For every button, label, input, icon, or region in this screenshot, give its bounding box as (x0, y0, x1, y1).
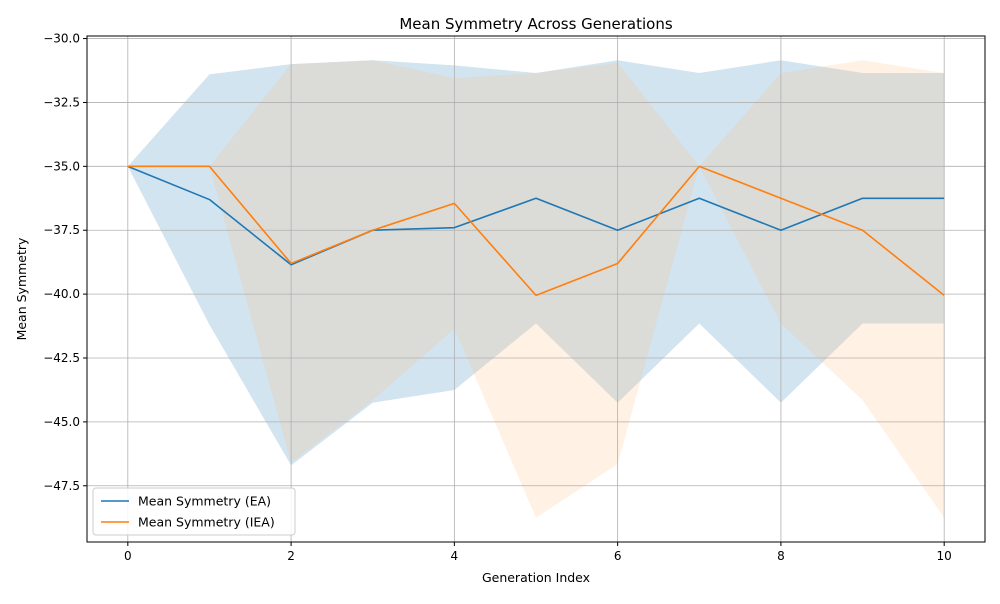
y-tick-label-1: −32.5 (43, 95, 80, 109)
x-tick-label-5: 10 (937, 549, 952, 563)
band-series-1 (127, 60, 945, 518)
x-tick-label-3: 6 (614, 549, 622, 563)
x-tick-label-1: 2 (287, 549, 295, 563)
y-axis-label: Mean Symmetry (14, 237, 29, 340)
legend-box (92, 487, 296, 536)
y-tick-label-6: −45.0 (43, 415, 80, 429)
x-tick-label-0: 0 (124, 549, 132, 563)
y-tick-label-7: −47.5 (43, 479, 80, 493)
chart-title: Mean Symmetry Across Generations (399, 15, 673, 33)
band-series-0 (127, 60, 945, 466)
legend-label-1: Mean Symmetry (IEA) (138, 515, 275, 530)
grid-lines (87, 36, 985, 542)
y-tick-label-5: −42.5 (43, 351, 80, 365)
line-series-0 (127, 165, 945, 266)
y-tick-label-3: −37.5 (43, 223, 80, 237)
y-tick-label-2: −35.0 (43, 159, 80, 173)
legend-label-0: Mean Symmetry (EA) (138, 494, 271, 509)
x-tick-label-4: 8 (777, 549, 785, 563)
y-tick-label-0: −30.0 (43, 32, 80, 46)
confidence-bands (127, 60, 945, 518)
line-series-1 (127, 165, 945, 297)
x-axis-label: Generation Index (482, 570, 590, 585)
y-tick-label-4: −40.0 (43, 287, 80, 301)
series-lines (127, 165, 945, 297)
axis-ticks: 0 2 4 6 8 10 −30.0 −32.5 −35.0 −37.5 −40.0 −42.5 −45… (43, 32, 952, 563)
x-tick-label-2: 4 (451, 549, 459, 563)
plot-frame (86, 35, 986, 543)
legend: Mean Symmetry (EA) Mean Symmetry (IEA) (92, 487, 296, 536)
